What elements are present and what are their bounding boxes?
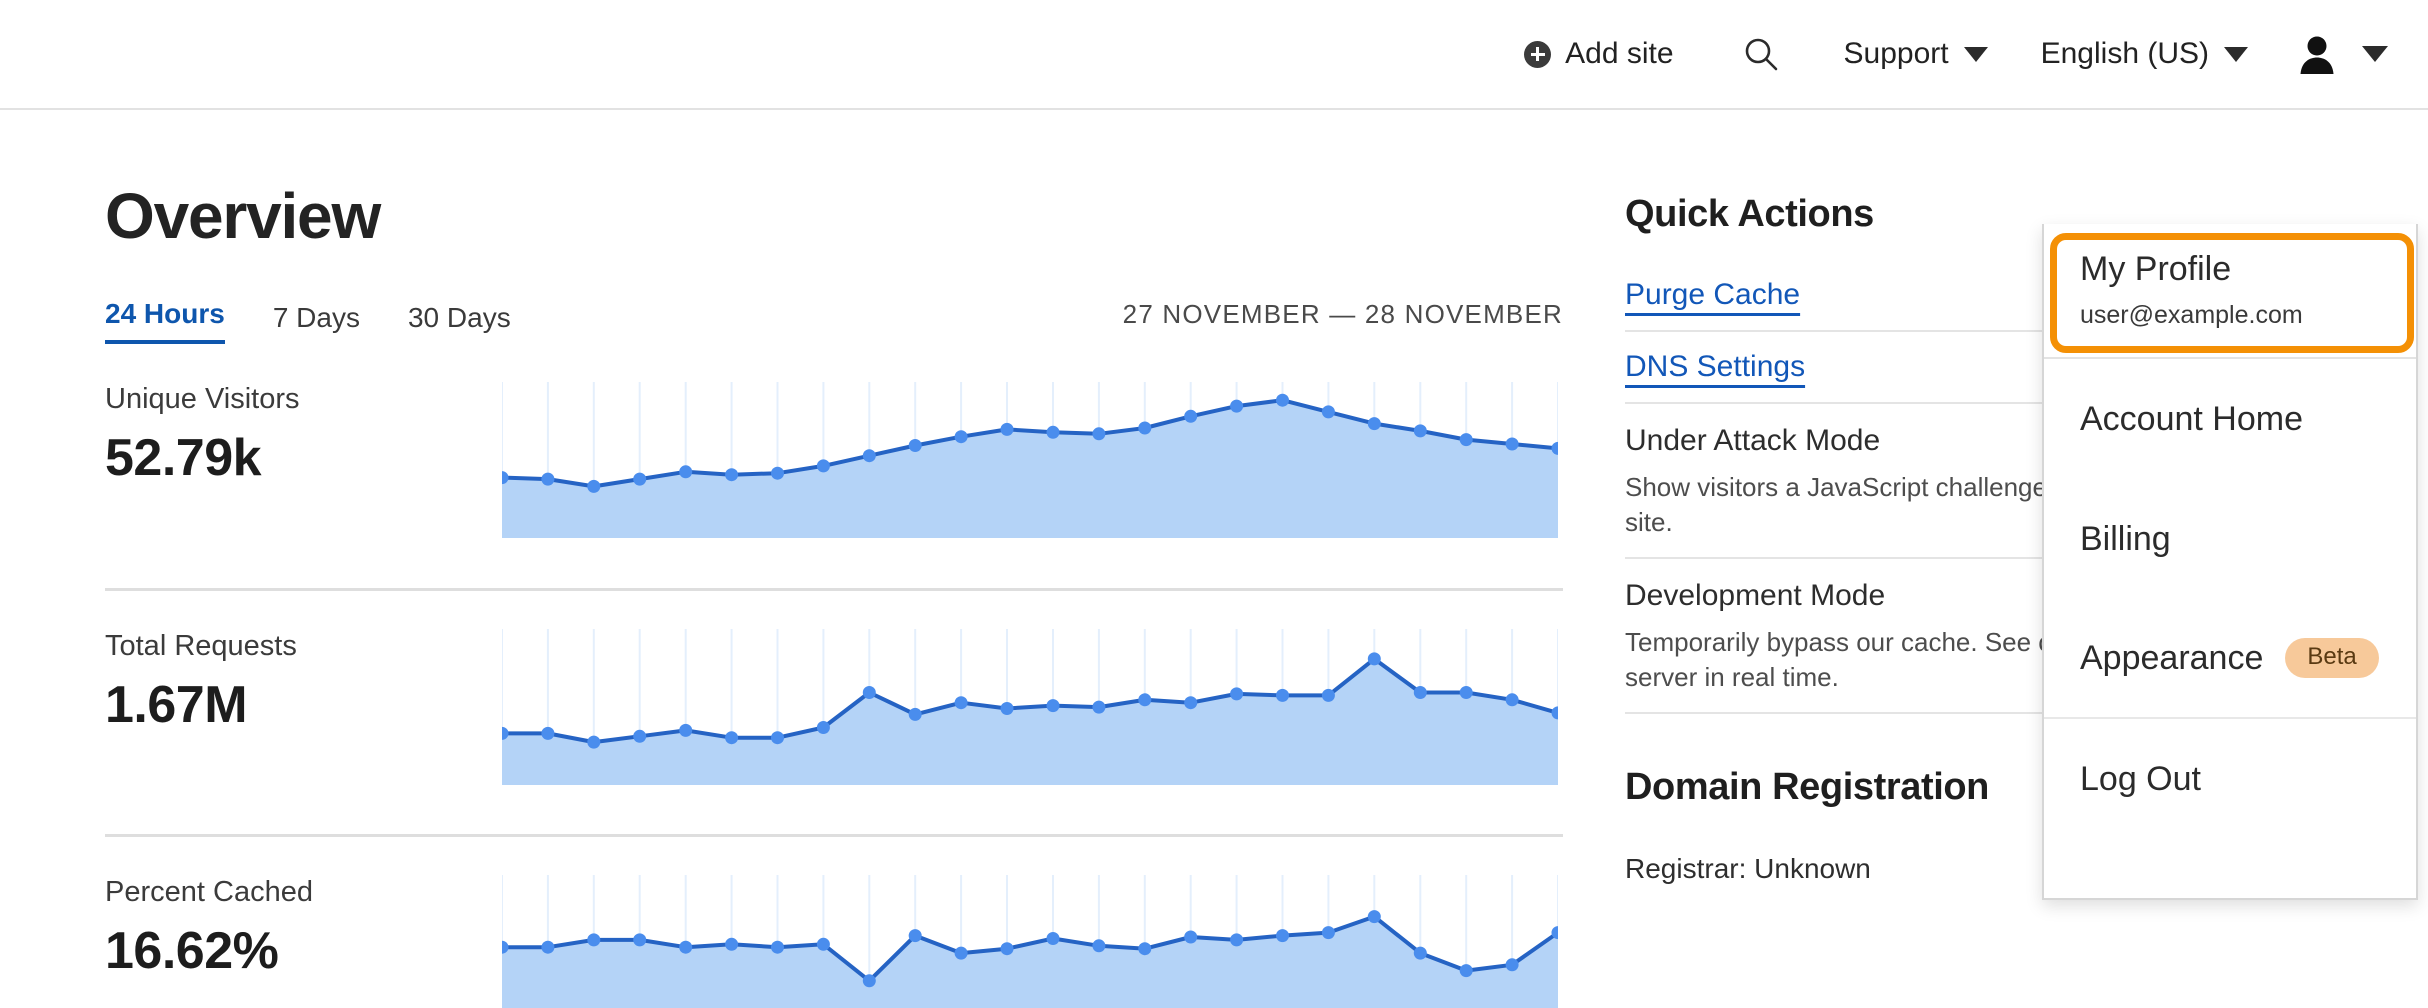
metric-label: Total Requests	[105, 630, 297, 662]
beta-badge: Beta	[2285, 638, 2379, 678]
metric-value: 1.67M	[105, 675, 248, 734]
support-label: Support	[1843, 37, 1949, 70]
dns-settings-link[interactable]: DNS Settings	[1625, 350, 1806, 383]
overview-panel: Overview 24 Hours 7 Days 30 Days 27 NOVE…	[105, 110, 1563, 1008]
dropdown-item-billing[interactable]: Billing	[2044, 479, 2416, 599]
chart-percent-cached[interactable]	[502, 873, 1558, 1008]
metric-label: Unique Visitors	[105, 383, 300, 415]
plus-circle-icon	[1524, 40, 1552, 68]
metric-summary: Unique Visitors 52.79k	[105, 380, 502, 484]
search-button[interactable]	[1742, 35, 1780, 73]
quick-actions-title: Quick Actions	[1625, 193, 1874, 235]
user-account-menu-button[interactable]	[2298, 34, 2388, 74]
billing-label: Billing	[2080, 519, 2171, 558]
registrar-label: Registrar: Unknown	[1625, 853, 1871, 885]
page-title: Overview	[105, 180, 381, 252]
main-content: Overview 24 Hours 7 Days 30 Days 27 NOVE…	[0, 110, 2428, 1008]
header-actions: Add site Support English (US)	[1524, 0, 2392, 108]
metric-label: Percent Cached	[105, 876, 313, 908]
quick-actions-links: Purge Cache DNS Settings	[1625, 260, 2051, 404]
support-menu[interactable]: Support	[1844, 37, 1988, 71]
add-site-label: Add site	[1565, 37, 1674, 70]
development-mode-title: Development Mode	[1625, 579, 1886, 613]
user-email-label: user@example.com	[2080, 301, 2303, 330]
metric-row-percent-cached: Percent Cached 16.62%	[105, 834, 1563, 1008]
metrics-list: Unique Visitors 52.79k Total Requests 1.…	[105, 380, 1563, 1008]
chevron-down-icon	[2224, 46, 2248, 62]
tab-30-days[interactable]: 30 Days	[407, 302, 511, 333]
user-account-dropdown-menu: My Profile user@example.com Account Home…	[2042, 224, 2418, 900]
dropdown-item-account-home[interactable]: Account Home	[2044, 359, 2416, 479]
domain-registration-title: Domain Registration	[1625, 766, 1989, 809]
metric-row-total-requests: Total Requests 1.67M	[105, 588, 1563, 796]
purge-cache-link[interactable]: Purge Cache	[1625, 278, 1801, 311]
language-label: English (US)	[2040, 37, 2209, 70]
quick-action-row: Purge Cache	[1625, 260, 2051, 332]
metric-value: 52.79k	[105, 428, 262, 487]
chevron-down-icon	[2362, 46, 2388, 62]
log-out-label: Log Out	[2080, 759, 2201, 798]
top-navigation-bar: Add site Support English (US)	[0, 0, 2428, 110]
tab-7-days[interactable]: 7 Days	[272, 302, 360, 333]
quick-action-row: DNS Settings	[1625, 332, 2051, 404]
tab-24-hours[interactable]: 24 Hours	[105, 298, 225, 344]
language-selector[interactable]: English (US)	[2041, 37, 2248, 71]
metric-summary: Percent Cached 16.62%	[105, 873, 502, 977]
time-range-tabs: 24 Hours 7 Days 30 Days	[105, 298, 1563, 344]
chevron-down-icon	[1963, 46, 1988, 62]
account-home-label: Account Home	[2080, 399, 2303, 438]
dropdown-item-my-profile[interactable]: My Profile user@example.com	[2044, 224, 2416, 359]
chart-unique-visitors[interactable]	[502, 380, 1558, 538]
chart-total-requests[interactable]	[502, 627, 1558, 785]
metric-row-unique-visitors: Unique Visitors 52.79k	[105, 380, 1563, 550]
metric-summary: Total Requests 1.67M	[105, 627, 502, 731]
my-profile-label: My Profile	[2080, 249, 2232, 288]
appearance-label: Appearance	[2080, 638, 2264, 677]
user-avatar-icon	[2300, 36, 2334, 74]
date-range-label: 27 NOVEMBER — 28 NOVEMBER	[1122, 299, 1563, 329]
under-attack-mode-title: Under Attack Mode	[1625, 424, 1881, 457]
dropdown-item-log-out[interactable]: Log Out	[2044, 719, 2416, 839]
add-site-button[interactable]: Add site	[1524, 37, 1674, 71]
dropdown-item-appearance[interactable]: Appearance Beta	[2044, 599, 2416, 719]
search-icon	[1745, 38, 1777, 71]
metric-value: 16.62%	[105, 921, 279, 980]
